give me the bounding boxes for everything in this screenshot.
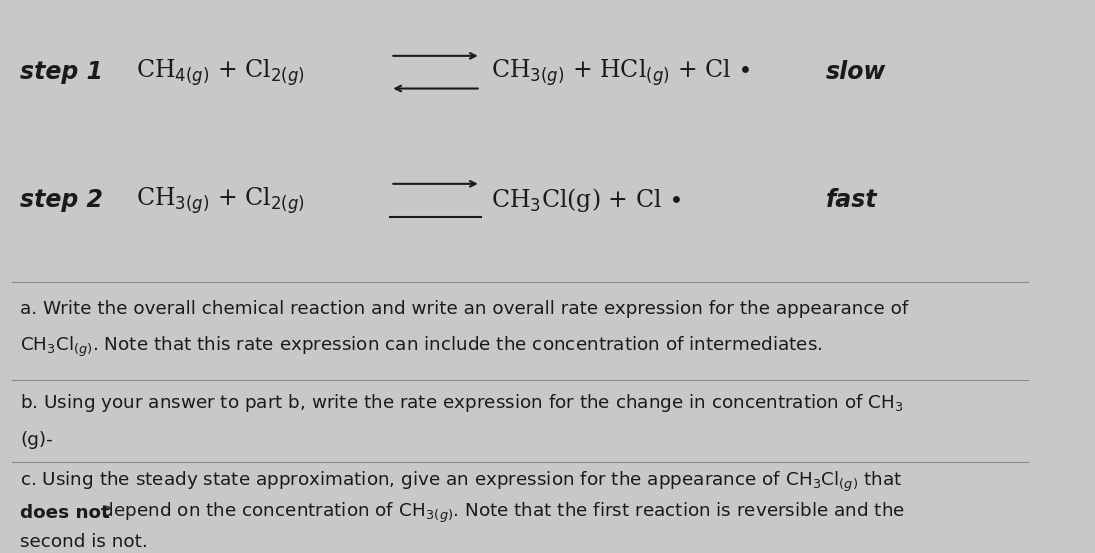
Text: depend on the concentration of CH$_3$$_{(g)}$. Note that the first reaction is r: depend on the concentration of CH$_3$$_{… (95, 501, 904, 525)
Text: slow: slow (826, 60, 887, 84)
Text: CH$_{4(g)}$ + Cl$_{2(g)}$: CH$_{4(g)}$ + Cl$_{2(g)}$ (136, 57, 306, 87)
Text: b. Using your answer to part b, write the rate expression for the change in conc: b. Using your answer to part b, write th… (20, 392, 903, 414)
Text: CH$_3$Cl$_{(g)}$. Note that this rate expression can include the concentration o: CH$_3$Cl$_{(g)}$. Note that this rate ex… (20, 335, 822, 359)
Text: CH$_3$Cl(g) + Cl $\bullet$: CH$_3$Cl(g) + Cl $\bullet$ (491, 186, 681, 214)
Text: second is not.: second is not. (20, 533, 148, 551)
Text: a. Write the overall chemical reaction and write an overall rate expression for : a. Write the overall chemical reaction a… (20, 300, 909, 318)
Text: (g)-: (g)- (20, 431, 53, 449)
Text: step 2: step 2 (20, 188, 103, 212)
Text: CH$_{3(g)}$ + HCl$_{(g)}$ + Cl $\bullet$: CH$_{3(g)}$ + HCl$_{(g)}$ + Cl $\bullet$ (491, 57, 751, 87)
Text: fast: fast (826, 188, 878, 212)
Text: does not: does not (20, 504, 110, 523)
Text: CH$_{3(g)}$ + Cl$_{2(g)}$: CH$_{3(g)}$ + Cl$_{2(g)}$ (136, 185, 306, 216)
Text: step 1: step 1 (20, 60, 103, 84)
Text: c. Using the steady state approximation, give an expression for the appearance o: c. Using the steady state approximation,… (20, 469, 902, 494)
